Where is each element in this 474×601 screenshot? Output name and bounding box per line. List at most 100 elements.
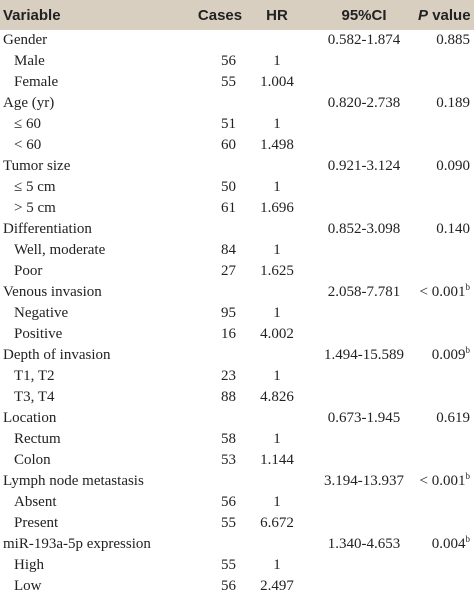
- cases: 84: [221, 242, 236, 258]
- cell: [310, 72, 418, 93]
- hr: 1: [273, 557, 281, 573]
- level-label: ≤ 5 cm: [14, 179, 56, 195]
- p-footnote: b: [465, 345, 471, 355]
- hr: 1.144: [260, 452, 294, 468]
- cell: [418, 177, 474, 198]
- p-value: 0.140: [436, 221, 470, 237]
- group-row: Age (yr) 0.820-2.738 0.189: [0, 93, 474, 114]
- cell: [310, 450, 418, 471]
- level-row: Absent 56 1: [0, 492, 474, 513]
- group-row: Differentiation 0.852-3.098 0.140: [0, 219, 474, 240]
- cases: 61: [221, 200, 236, 216]
- ci: 2.058-7.781: [327, 284, 401, 300]
- level-label: ≤ 60: [14, 116, 41, 132]
- cell: [310, 513, 418, 534]
- level-label: Rectum: [14, 431, 61, 447]
- cell: [310, 114, 418, 135]
- cases: 51: [221, 116, 236, 132]
- p-value-cell: 0.009b: [418, 345, 474, 366]
- ci: 0.820-2.738: [327, 95, 401, 111]
- variable-name: Depth of invasion: [3, 347, 111, 363]
- level-row: Low 56 2.497: [0, 576, 474, 597]
- variable-name: Differentiation: [3, 221, 92, 237]
- variable-name: Tumor size: [3, 158, 71, 174]
- level-label: High: [14, 557, 44, 573]
- header-text: value: [432, 6, 471, 24]
- hr: 4.002: [260, 326, 294, 342]
- ci: 1.494-15.589: [324, 347, 404, 363]
- cases: 88: [221, 389, 236, 405]
- cell: [418, 240, 474, 261]
- cell: [244, 219, 310, 240]
- level-row: Colon 53 1.144: [0, 450, 474, 471]
- hr: 1: [273, 53, 281, 69]
- cell: [244, 471, 310, 492]
- cell: [244, 408, 310, 429]
- p-value-cell: 0.619: [418, 408, 474, 429]
- level-label: Negative: [14, 305, 69, 321]
- cell: [418, 450, 474, 471]
- cell: [418, 51, 474, 72]
- hr: 4.826: [260, 389, 294, 405]
- cell: [196, 219, 244, 240]
- cell: [196, 156, 244, 177]
- cases: 56: [221, 53, 236, 69]
- hr: 1: [273, 116, 281, 132]
- header-cell: Variable: [0, 0, 196, 30]
- level-row: Female 55 1.004: [0, 72, 474, 93]
- hr: 1: [273, 305, 281, 321]
- cases: 56: [221, 494, 236, 510]
- ci: 1.340-4.653: [327, 536, 401, 552]
- hr: 1.498: [260, 137, 294, 153]
- cell: [310, 429, 418, 450]
- p-value: < 0.001: [419, 284, 466, 300]
- level-label: Poor: [14, 263, 43, 279]
- cell: [196, 534, 244, 555]
- level-row: > 5 cm 61 1.696: [0, 198, 474, 219]
- variable-name: miR-193a-5p expression: [3, 536, 151, 552]
- cell: [418, 576, 474, 597]
- level-row: Positive 16 4.002: [0, 324, 474, 345]
- level-label: T3, T4: [14, 389, 55, 405]
- cell: [310, 240, 418, 261]
- cases: 56: [221, 578, 236, 594]
- group-row: Venous invasion 2.058-7.781 < 0.001b: [0, 282, 474, 303]
- header-cell: P value: [418, 0, 474, 30]
- cell: [196, 93, 244, 114]
- p-value: 0.009: [431, 347, 466, 363]
- hr: 1.625: [260, 263, 294, 279]
- level-row: ≤ 60 51 1: [0, 114, 474, 135]
- variable-name: Location: [3, 410, 57, 426]
- cell: [418, 555, 474, 576]
- group-row: Location 0.673-1.945 0.619: [0, 408, 474, 429]
- level-row: Negative 95 1: [0, 303, 474, 324]
- cell: [310, 261, 418, 282]
- cases: 55: [221, 515, 236, 531]
- group-row: Depth of invasion 1.494-15.589 0.009b: [0, 345, 474, 366]
- group-row: Lymph node metastasis 3.194-13.937 < 0.001…: [0, 471, 474, 492]
- hr: 1: [273, 242, 281, 258]
- level-label: Low: [14, 578, 42, 594]
- hr: 1: [273, 368, 281, 384]
- p-value-cell: 0.090: [418, 156, 474, 177]
- cell: [310, 492, 418, 513]
- ci: 0.852-3.098: [327, 221, 401, 237]
- cases: 27: [221, 263, 236, 279]
- p-value-cell: < 0.001b: [418, 471, 474, 492]
- hr: 1.696: [260, 200, 294, 216]
- header-italic: P: [418, 6, 429, 24]
- level-row: T3, T4 88 4.826: [0, 387, 474, 408]
- ci: 0.582-1.874: [327, 32, 401, 48]
- level-label: Well, moderate: [14, 242, 106, 258]
- variable-name: Age (yr): [3, 95, 55, 111]
- cell: [310, 198, 418, 219]
- cell: [418, 72, 474, 93]
- p-footnote: b: [465, 282, 471, 292]
- header-row: Variable Cases HR 95%CI P value: [0, 0, 474, 30]
- cell: [196, 30, 244, 51]
- p-value-cell: 0.140: [418, 219, 474, 240]
- cell: [196, 471, 244, 492]
- cell: [196, 345, 244, 366]
- cell: [244, 345, 310, 366]
